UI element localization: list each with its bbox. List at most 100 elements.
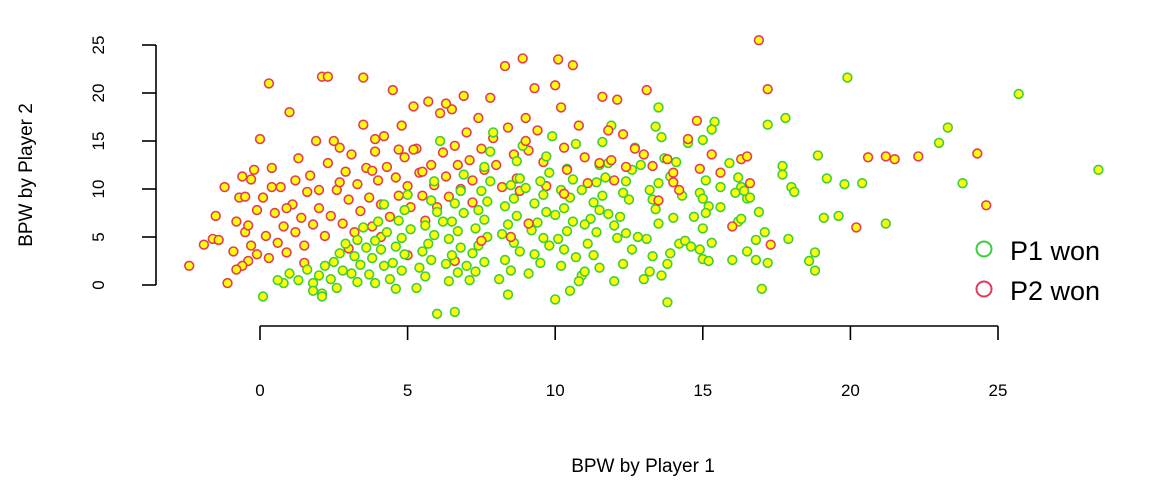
p1-won-point-190 — [426, 254, 437, 266]
y-tick-label-0: 0 — [89, 280, 108, 289]
p1-won-point-3 — [942, 122, 953, 133]
p2-won-point-172 — [334, 177, 345, 188]
p2-won-point-177 — [467, 197, 478, 208]
p2-won-point-95 — [467, 175, 478, 186]
p1-won-point-119 — [561, 226, 573, 237]
p1-won-point-140 — [514, 173, 525, 184]
p1-won-point-232 — [316, 291, 328, 302]
p1-won-point-221 — [340, 238, 351, 249]
p2-won-point-32 — [281, 247, 292, 258]
y-tick-label-4: 20 — [89, 84, 108, 103]
p1-won-point-183 — [429, 176, 440, 187]
p2-won-point-63 — [372, 175, 384, 186]
p2-won-point-24 — [260, 230, 272, 242]
p1-won-point-128 — [538, 189, 549, 201]
p1-won-point-21 — [783, 233, 794, 245]
p1-won-point-77 — [662, 297, 673, 308]
p1-won-point-5 — [957, 178, 968, 189]
legend: P1 won P2 won — [975, 236, 1100, 306]
p1-won-point-135 — [529, 249, 540, 260]
p1-won-point-244 — [611, 232, 623, 244]
p1-won-point-214 — [358, 222, 369, 233]
p2-won-point-99 — [485, 92, 496, 104]
p2-won-point-36 — [293, 153, 304, 164]
p1-won-point-184 — [426, 195, 437, 206]
p1-won-point-133 — [538, 232, 549, 244]
p1-won-point-159 — [473, 204, 484, 216]
p1-won-point-7 — [856, 178, 868, 189]
p1-won-point-113 — [567, 174, 579, 185]
p1-won-point-205 — [378, 199, 390, 210]
p2-won-point-94 — [464, 155, 475, 166]
p2-won-point-145 — [762, 83, 773, 95]
p2-won-point-57 — [355, 205, 366, 217]
p1-won-point-22 — [762, 119, 773, 130]
p1-won-point-134 — [544, 240, 555, 251]
p2-won-point-16 — [245, 174, 257, 185]
p2-won-point-107 — [517, 53, 528, 64]
p1-won-point-110 — [573, 276, 584, 287]
p2-won-point-127 — [620, 161, 632, 173]
p2-won-point-14 — [248, 164, 260, 176]
p1-won-point-105 — [588, 250, 599, 261]
p1-won-point-146 — [496, 228, 508, 240]
p1-won-point-151 — [493, 274, 505, 285]
p1-won-point-239 — [461, 260, 472, 271]
p1-won-point-118 — [567, 216, 579, 227]
p1-won-point-68 — [653, 178, 664, 189]
p2-won-point-146 — [765, 239, 776, 250]
p2-won-point-75 — [408, 101, 419, 112]
p1-won-point-242 — [520, 182, 531, 194]
p2-won-point-89 — [449, 140, 460, 152]
p1-won-point-241 — [576, 184, 587, 196]
p2-won-point-136 — [691, 115, 703, 127]
x-tick-label-3: 15 — [693, 381, 712, 400]
x-tick-label-2: 10 — [546, 381, 565, 400]
p2-won-point-66 — [381, 161, 393, 173]
p2-won-point-15 — [251, 204, 263, 216]
p1-won-point-160 — [479, 214, 490, 225]
p1-won-point-60 — [685, 241, 697, 252]
p1-won-point-179 — [443, 276, 455, 287]
p1-won-point-210 — [367, 252, 378, 264]
p1-won-point-175 — [455, 242, 466, 253]
p1-won-point-86 — [620, 228, 632, 239]
p2-won-point-149 — [880, 151, 891, 162]
p1-won-point-150 — [505, 265, 517, 276]
p1-won-point-168 — [458, 169, 469, 180]
p2-won-point-183 — [520, 135, 531, 147]
p1-won-point-193 — [411, 282, 422, 294]
p1-won-point-228 — [313, 270, 325, 281]
p1-won-point-109 — [549, 294, 561, 305]
p2-won-point-144 — [753, 34, 765, 46]
p2-won-point-21 — [251, 249, 263, 260]
p2-won-point-58 — [358, 119, 369, 130]
p1-won-point-143 — [499, 201, 511, 212]
p2-won-point-168 — [505, 231, 517, 243]
p1-won-point-111 — [570, 138, 582, 150]
p2-won-point-142 — [741, 151, 753, 162]
p2-won-point-42 — [310, 135, 322, 147]
legend-marker-p2 — [975, 280, 993, 298]
p1-won-point-209 — [375, 244, 387, 255]
p1-won-point-81 — [620, 176, 632, 187]
p2-won-point-133 — [668, 167, 679, 178]
p2-won-point-13 — [245, 240, 257, 251]
p1-won-point-194 — [402, 189, 413, 201]
p2-won-point-4 — [213, 234, 224, 246]
p2-won-point-157 — [549, 80, 561, 91]
p2-won-point-10 — [237, 171, 248, 182]
p2-won-point-148 — [862, 152, 874, 163]
p1-won-point-24 — [762, 257, 773, 269]
p1-won-point-74 — [647, 251, 658, 262]
p1-won-point-12 — [812, 150, 824, 161]
p1-won-point-85 — [608, 220, 620, 231]
p1-won-point-34 — [724, 157, 735, 169]
p1-won-point-216 — [361, 242, 372, 253]
p2-won-point-67 — [384, 211, 396, 223]
p2-won-point-115 — [555, 102, 567, 113]
p1-won-point-177 — [440, 258, 452, 270]
p1-won-point-6 — [880, 218, 891, 229]
p2-won-point-131 — [647, 160, 658, 172]
x-tick-label-5: 25 — [989, 381, 1008, 400]
